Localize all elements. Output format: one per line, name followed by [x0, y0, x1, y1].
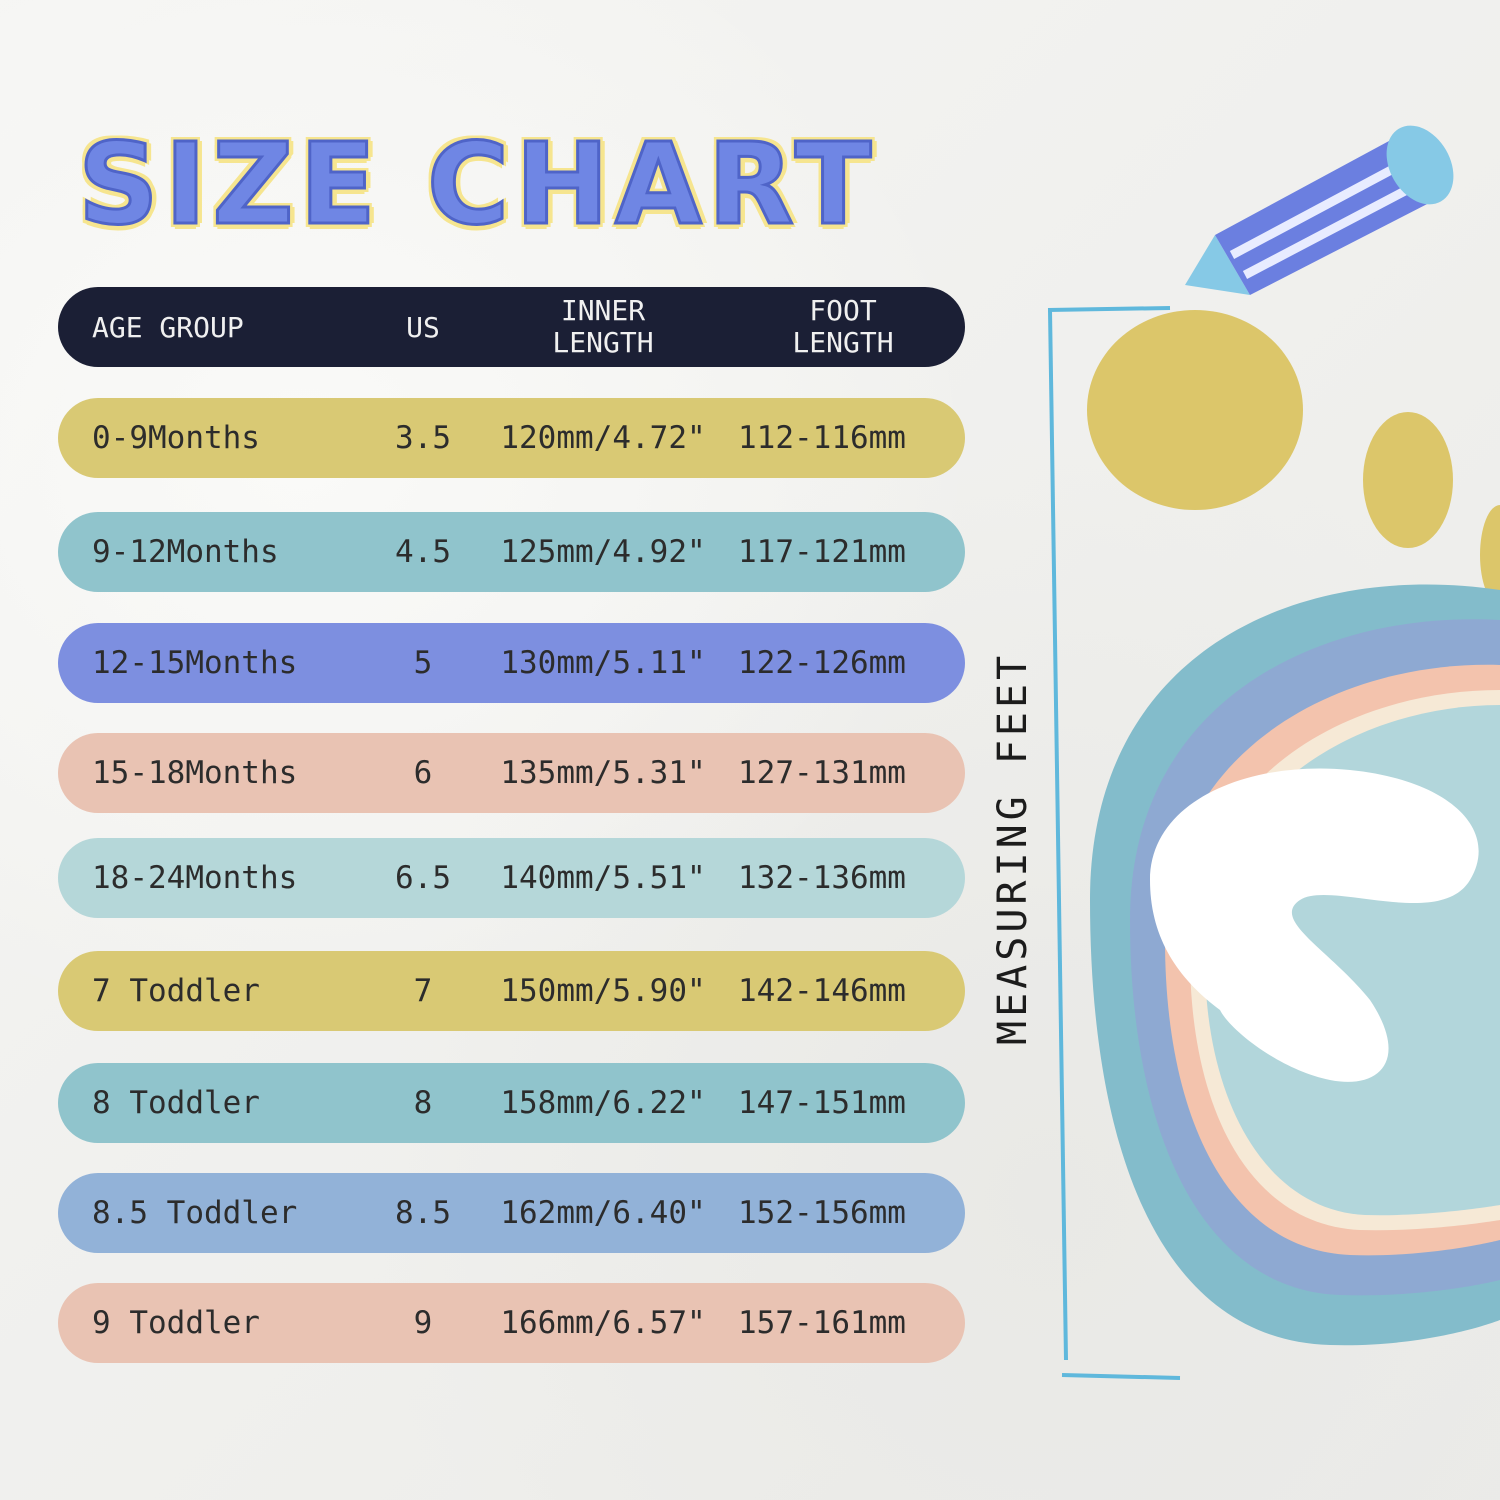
us-size-cell: 4.5 [395, 534, 451, 570]
age-cell: 8.5 Toddler [92, 1195, 298, 1231]
sole [1090, 584, 1500, 1346]
header-inner-line1: INNER [560, 294, 646, 327]
foot-length-cell: 112-116mm [738, 420, 906, 456]
us-size-cell: 3.5 [395, 420, 451, 456]
table-row: 9 Toddler 9 166mm/6.57" 157-161mm [58, 1283, 965, 1363]
age-cell: 15-18Months [92, 755, 298, 791]
foot-length-cell: 122-126mm [738, 645, 906, 681]
foot-length-cell: 132-136mm [738, 860, 906, 896]
age-cell: 12-15Months [92, 645, 298, 681]
inner-length-cell: 125mm/4.92" [500, 534, 706, 570]
table-row: 8.5 Toddler 8.5 162mm/6.40" 152-156mm [58, 1173, 965, 1253]
header-inner-length: INNER LENGTH [473, 295, 733, 359]
us-size-cell: 6 [413, 755, 433, 791]
foot-length-cell: 147-151mm [738, 1085, 906, 1121]
inner-length-cell: 135mm/5.31" [500, 755, 706, 791]
header-inner-line2: LENGTH [552, 326, 654, 359]
header-foot-line1: FOOT [809, 294, 877, 327]
foot-length-cell: 152-156mm [738, 1195, 906, 1231]
page-title: SIZE CHART [76, 119, 878, 252]
us-size-cell: 8.5 [395, 1195, 451, 1231]
inner-length-cell: 130mm/5.11" [500, 645, 706, 681]
foot-length-cell: 127-131mm [738, 755, 906, 791]
toes [1087, 310, 1500, 605]
inner-length-cell: 166mm/6.57" [500, 1305, 706, 1341]
header-age-group: AGE GROUP [92, 310, 244, 344]
us-size-cell: 8 [413, 1085, 433, 1121]
inner-length-cell: 162mm/6.40" [500, 1195, 706, 1231]
us-size-cell: 7 [413, 973, 433, 1009]
age-cell: 9-12Months [92, 534, 279, 570]
us-size-cell: 5 [413, 645, 433, 681]
header-foot-length: FOOT LENGTH [743, 295, 943, 359]
inner-length-cell: 158mm/6.22" [500, 1085, 706, 1121]
us-size-cell: 6.5 [395, 860, 451, 896]
table-row: 18-24Months 6.5 140mm/5.51" 132-136mm [58, 838, 965, 918]
foot-length-cell: 142-146mm [738, 973, 906, 1009]
table-row: 0-9Months 3.5 120mm/4.72" 112-116mm [58, 398, 965, 478]
age-cell: 9 Toddler [92, 1305, 260, 1341]
foot-length-cell: 157-161mm [738, 1305, 906, 1341]
ruler-bracket [1047, 306, 1181, 1380]
table-header: AGE GROUP US INNER LENGTH FOOT LENGTH [58, 287, 965, 367]
foot-length-cell: 117-121mm [738, 534, 906, 570]
age-cell: 7 Toddler [92, 973, 260, 1009]
header-foot-line2: LENGTH [792, 326, 894, 359]
age-cell: 18-24Months [92, 860, 298, 896]
age-cell: 8 Toddler [92, 1085, 260, 1121]
header-us: US [406, 310, 440, 344]
us-size-cell: 9 [413, 1305, 433, 1341]
inner-length-cell: 120mm/4.72" [500, 420, 706, 456]
inner-length-cell: 150mm/5.90" [500, 973, 706, 1009]
measuring-feet-label: MEASURING FEET [990, 651, 1036, 1045]
table-row: 9-12Months 4.5 125mm/4.92" 117-121mm [58, 512, 965, 592]
inner-length-cell: 140mm/5.51" [500, 860, 706, 896]
table-row: 12-15Months 5 130mm/5.11" 122-126mm [58, 623, 965, 703]
table-row: 8 Toddler 8 158mm/6.22" 147-151mm [58, 1063, 965, 1143]
age-cell: 0-9Months [92, 420, 260, 456]
pencil-icon [1185, 125, 1454, 295]
table-row: 15-18Months 6 135mm/5.31" 127-131mm [58, 733, 965, 813]
table-row: 7 Toddler 7 150mm/5.90" 142-146mm [58, 951, 965, 1031]
